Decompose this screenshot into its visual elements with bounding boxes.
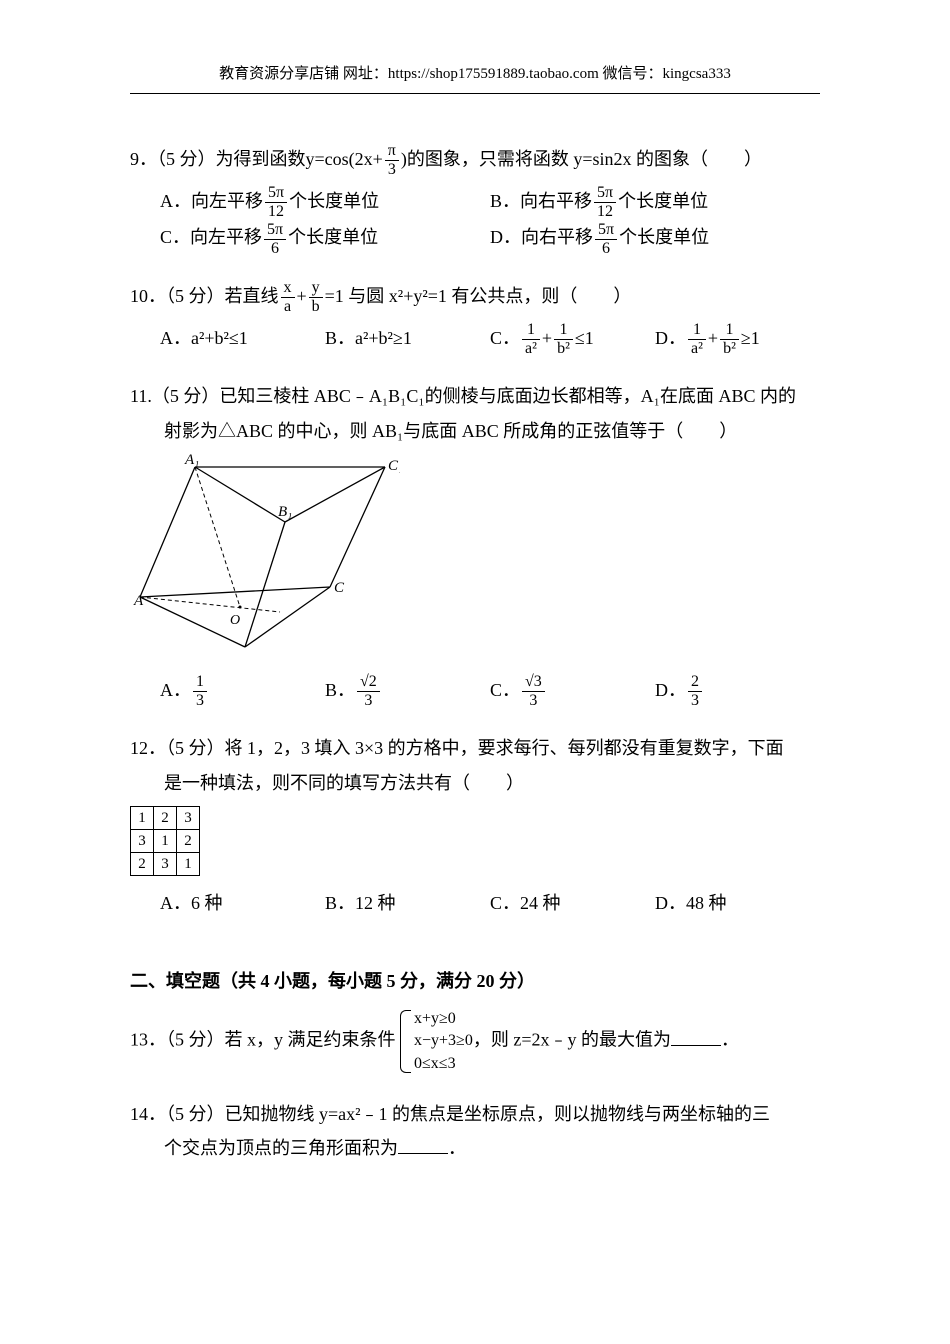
fraction-icon: 5π12: [594, 185, 616, 220]
fraction-icon: 5π6: [264, 222, 286, 257]
q14-line1: 14．（5 分）已知抛物线 y=ax²﹣1 的焦点是坐标原点，则以抛物线与两坐标…: [130, 1104, 770, 1124]
fraction-icon: 1b²: [720, 322, 739, 357]
fraction-icon: √23: [357, 674, 380, 709]
q9-stem-a: 9．（5 分）为得到函数y=cos(2x+: [130, 149, 383, 169]
q12-grid: 123 312 231: [130, 806, 200, 876]
fraction-icon: xa: [281, 280, 295, 315]
q9-stem: 9．（5 分）为得到函数y=cos(2x+π3)的图象，只需将函数 y=sin2…: [130, 142, 820, 178]
fraction-icon: 1a²: [688, 322, 706, 357]
question-10: 10．（5 分）若直线xa+yb=1 与圆 x²+y²=1 有公共点，则（ ） …: [130, 279, 820, 358]
q14-line2-a: 个交点为顶点的三角形面积为: [164, 1138, 398, 1158]
page-header: 教育资源分享店铺 网址：https://shop175591889.taobao…: [130, 60, 820, 94]
fraction-icon: √33: [522, 674, 545, 709]
blank-field: [671, 1027, 721, 1046]
q13-stem-a: 13．（5 分）若 x，y 满足约束条件: [130, 1030, 396, 1050]
prism-diagram-icon: A C B A₁ C₁ B₁ O: [130, 452, 400, 652]
q12-stem-l1: 12．（5 分）将 1，2，3 填入 3×3 的方格中，要求每行、每列都没有重复…: [130, 738, 784, 758]
svg-text:A₁: A₁: [184, 452, 199, 468]
pi-over-3: π3: [385, 143, 399, 178]
fraction-icon: 5π12: [265, 185, 287, 220]
q10-option-a: A．a²+b²≤1: [160, 321, 325, 357]
question-11: 11.（5 分）已知三棱柱 ABC﹣A₁B₁C₁的侧棱与底面边长都相等，A₁在底…: [130, 379, 820, 709]
q12-option-d: D．48 种: [655, 886, 820, 920]
q9-option-c: C．向左平移5π6个长度单位: [160, 220, 490, 256]
fraction-icon: 5π6: [595, 222, 617, 257]
q11-stem-l1: 11.（5 分）已知三棱柱 ABC﹣A₁B₁C₁的侧棱与底面边长都相等，A₁在底…: [130, 386, 796, 406]
q11-option-c: C．√33: [490, 673, 655, 709]
q11-option-a: A．13: [160, 673, 325, 709]
q12-option-a: A．6 种: [160, 886, 325, 920]
fraction-icon: 1a²: [522, 322, 540, 357]
q10-option-b: B．a²+b²≥1: [325, 321, 490, 357]
fraction-icon: 13: [193, 674, 207, 709]
svg-text:B: B: [242, 650, 251, 652]
q9-option-a: A．向左平移5π12个长度单位: [160, 184, 490, 220]
q11-stem-l2: 射影为△ABC 的中心，则 AB₁与底面 ABC 所成角的正弦值等于（ ）: [130, 414, 820, 448]
q10-option-c: C．1a²+1b²≤1: [490, 321, 655, 357]
svg-text:O: O: [230, 613, 240, 628]
question-14: 14．（5 分）已知抛物线 y=ax²﹣1 的焦点是坐标原点，则以抛物线与两坐标…: [130, 1097, 820, 1165]
svg-text:C: C: [334, 580, 345, 596]
question-13: 13．（5 分）若 x，y 满足约束条件 x+y≥0 x−y+3≥0 0≤x≤3…: [130, 1008, 820, 1075]
q9-option-b: B．向右平移5π12个长度单位: [490, 184, 820, 220]
svg-text:B₁: B₁: [278, 504, 292, 520]
fraction-icon: 23: [688, 674, 702, 709]
fraction-icon: 1b²: [554, 322, 573, 357]
q10-option-d: D．1a²+1b²≥1: [655, 321, 820, 357]
q9-stem-b: )的图象，只需将函数 y=sin2x 的图象（ ）: [401, 149, 762, 169]
q9-option-d: D．向右平移5π6个长度单位: [490, 220, 820, 256]
fraction-icon: yb: [309, 280, 323, 315]
q11-option-b: B．√23: [325, 673, 490, 709]
blank-field: [398, 1135, 448, 1154]
constraint-system: x+y≥0 x−y+3≥0 0≤x≤3: [400, 1008, 473, 1075]
q12-stem-l2: 是一种填法，则不同的填写方法共有（ ）: [130, 766, 820, 800]
svg-text:A: A: [133, 593, 144, 609]
svg-text:C₁: C₁: [388, 458, 400, 474]
section-2-title: 二、填空题（共 4 小题，每小题 5 分，满分 20 分）: [130, 964, 820, 998]
q11-option-d: D．23: [655, 673, 820, 709]
question-9: 9．（5 分）为得到函数y=cos(2x+π3)的图象，只需将函数 y=sin2…: [130, 142, 820, 257]
q13-stem-b: ，则 z=2x﹣y 的最大值为: [473, 1030, 671, 1050]
q12-option-b: B．12 种: [325, 886, 490, 920]
q12-option-c: C．24 种: [490, 886, 655, 920]
question-12: 12．（5 分）将 1，2，3 填入 3×3 的方格中，要求每行、每列都没有重复…: [130, 731, 820, 920]
q10-stem: 10．（5 分）若直线xa+yb=1 与圆 x²+y²=1 有公共点，则（ ）: [130, 279, 820, 315]
